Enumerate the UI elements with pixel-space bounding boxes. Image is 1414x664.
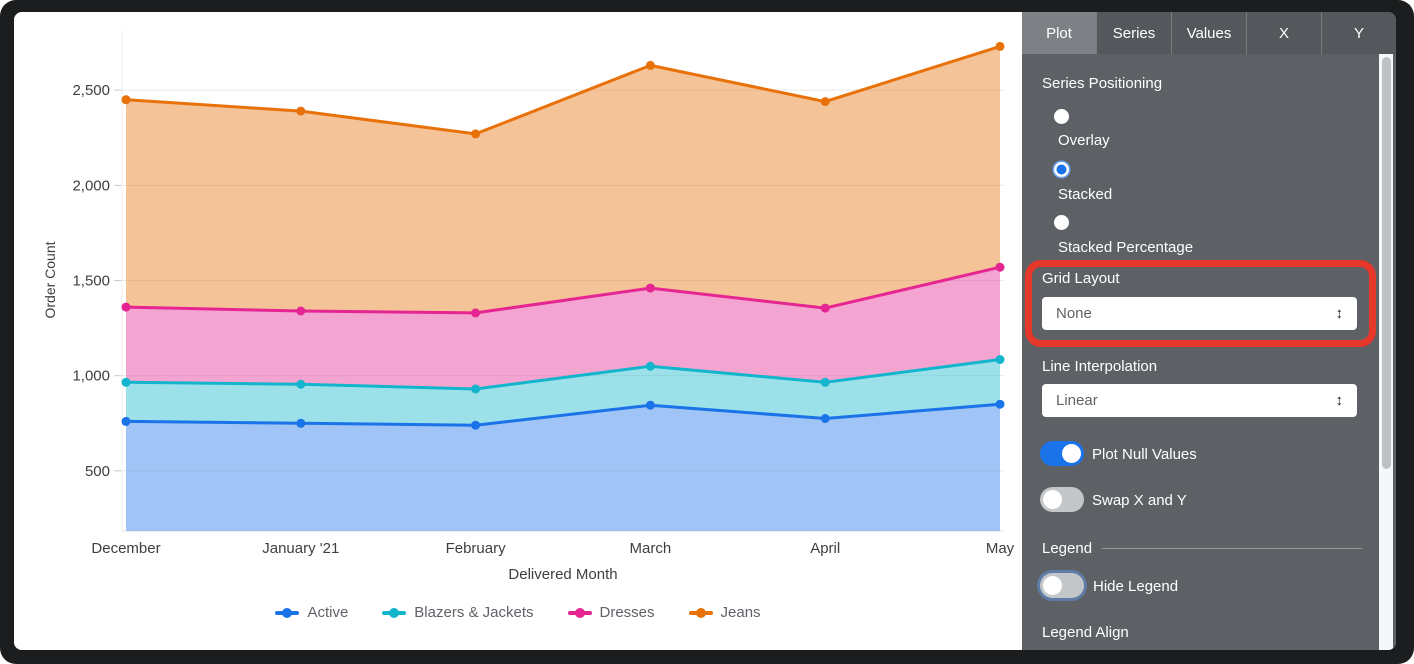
- stacked-area-chart: 500 1,000 1,500 2,000 2,500 December January '…: [42, 30, 1015, 583]
- tab-values[interactable]: Values: [1171, 12, 1246, 54]
- swap-x-y-label: Swap X and Y: [1092, 492, 1187, 509]
- legend-item[interactable]: Blazers & Jackets: [382, 604, 534, 621]
- panel-scrollbar-thumb[interactable]: [1381, 57, 1391, 469]
- chart-legend: Active Blazers & Jackets Dresses Jeans: [14, 604, 1022, 621]
- svg-text:March: March: [630, 540, 672, 557]
- radio-overlay[interactable]: [1054, 109, 1069, 124]
- legend-item[interactable]: Active: [275, 604, 348, 621]
- svg-text:April: April: [810, 540, 840, 557]
- tab-x[interactable]: X: [1246, 12, 1321, 54]
- series-positioning-label: Series Positioning: [1042, 75, 1163, 92]
- updown-arrow-icon: ↕: [1335, 392, 1344, 409]
- radio-stacked-label: Stacked: [1058, 186, 1113, 203]
- tab-plot[interactable]: Plot: [1022, 12, 1096, 54]
- legend-marker-icon: [567, 607, 592, 619]
- toggle-knob: [1062, 444, 1081, 463]
- legend-item-label: Jeans: [720, 604, 761, 621]
- toggle-knob: [1043, 490, 1062, 509]
- swap-x-y-toggle[interactable]: [1040, 487, 1084, 512]
- radio-overlay-label: Overlay: [1058, 132, 1110, 149]
- svg-text:February: February: [446, 540, 507, 557]
- svg-text:1,000: 1,000: [72, 368, 110, 385]
- toggle-knob: [1043, 576, 1062, 595]
- legend-align-label: Legend Align: [1042, 624, 1129, 641]
- legend-marker-icon: [688, 607, 713, 619]
- legend-item-label: Dresses: [599, 604, 655, 621]
- radio-stacked-percentage[interactable]: [1054, 215, 1069, 230]
- grid-layout-label: Grid Layout: [1042, 270, 1120, 287]
- app-window: 500 1,000 1,500 2,000 2,500 December January '…: [14, 12, 1396, 650]
- radio-stacked-percentage-label: Stacked Percentage: [1058, 239, 1194, 256]
- legend-section-label: Legend: [1042, 540, 1093, 557]
- plot-null-values-label: Plot Null Values: [1092, 446, 1197, 463]
- line-interpolation-select[interactable]: Linear ↕: [1042, 384, 1357, 417]
- legend-item[interactable]: Dresses: [567, 604, 655, 621]
- section-divider: [1102, 548, 1362, 549]
- line-interpolation-value: Linear: [1056, 392, 1098, 409]
- line-interpolation-label: Line Interpolation: [1042, 358, 1158, 375]
- plot-settings-panel: Plot Series Values X Y Series Positionin…: [1022, 12, 1396, 650]
- plot-null-values-toggle[interactable]: [1040, 441, 1084, 466]
- chart-canvas: 500 1,000 1,500 2,000 2,500 December January '…: [14, 12, 1022, 650]
- panel-scrollbar-track[interactable]: [1379, 54, 1393, 650]
- grid-layout-value: None: [1056, 305, 1092, 322]
- panel-tab-bar: Plot Series Values X Y: [1022, 12, 1396, 54]
- svg-text:Order Count: Order Count: [42, 241, 58, 318]
- tab-y[interactable]: Y: [1321, 12, 1396, 54]
- hide-legend-label: Hide Legend: [1093, 578, 1179, 595]
- legend-item-label: Blazers & Jackets: [414, 604, 534, 621]
- legend-marker-icon: [382, 607, 407, 619]
- svg-text:Delivered Month: Delivered Month: [508, 566, 617, 583]
- svg-text:500: 500: [85, 463, 110, 480]
- legend-item[interactable]: Jeans: [688, 604, 761, 621]
- hide-legend-toggle[interactable]: [1040, 573, 1084, 598]
- tab-series[interactable]: Series: [1096, 12, 1171, 54]
- svg-text:December: December: [91, 540, 160, 557]
- grid-layout-select[interactable]: None ↕: [1042, 297, 1357, 330]
- svg-text:May: May: [986, 540, 1015, 557]
- svg-text:1,500: 1,500: [72, 273, 110, 290]
- svg-text:January '21: January '21: [262, 540, 339, 557]
- svg-text:2,000: 2,000: [72, 177, 110, 194]
- legend-marker-icon: [275, 607, 300, 619]
- radio-stacked[interactable]: [1054, 162, 1069, 177]
- updown-arrow-icon: ↕: [1335, 305, 1344, 322]
- svg-text:2,500: 2,500: [72, 82, 110, 99]
- legend-item-label: Active: [307, 604, 349, 621]
